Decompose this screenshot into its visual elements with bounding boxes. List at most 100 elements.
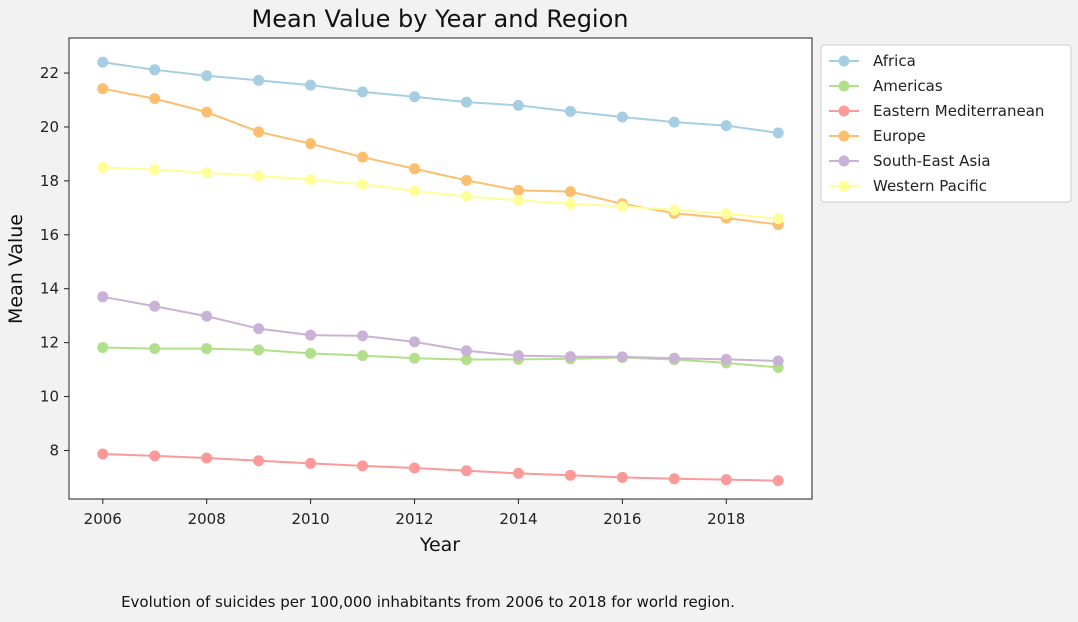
chart-caption: Evolution of suicides per 100,000 inhabi… bbox=[121, 593, 735, 611]
data-point-south-east-asia bbox=[97, 291, 109, 303]
data-point-eastern-mediterranean bbox=[564, 469, 576, 481]
data-point-western-pacific bbox=[512, 194, 524, 206]
data-point-africa bbox=[305, 79, 317, 91]
data-point-africa bbox=[149, 64, 161, 76]
data-point-western-pacific bbox=[149, 164, 161, 176]
axis-ticks: 2006 2008 2010 2012 2014 2016 2018 8 10 12 14 16 18 2… bbox=[40, 64, 745, 528]
series-line-south-east-asia bbox=[102, 295, 779, 362]
data-point-europe bbox=[512, 184, 524, 196]
legend-label: Western Pacific bbox=[873, 177, 987, 195]
data-point-south-east-asia bbox=[253, 323, 265, 335]
data-point-eastern-mediterranean bbox=[97, 448, 109, 460]
data-point-africa bbox=[720, 120, 732, 132]
legend-label: Americas bbox=[873, 77, 943, 95]
data-point-europe bbox=[253, 126, 265, 138]
data-point-africa bbox=[668, 116, 680, 128]
data-point-western-pacific bbox=[305, 174, 317, 186]
legend-label: Eastern Mediterranean bbox=[873, 102, 1044, 120]
plot-frame bbox=[68, 37, 813, 500]
legend-swatch-marker bbox=[838, 130, 850, 142]
data-point-americas bbox=[460, 354, 472, 366]
data-point-western-pacific bbox=[201, 167, 213, 179]
legend-item-south-east-asia: South-East Asia bbox=[829, 152, 991, 170]
x-tick-label: 2014 bbox=[499, 510, 537, 528]
x-tick-label: 2016 bbox=[603, 510, 641, 528]
data-point-europe bbox=[409, 163, 421, 175]
data-point-europe bbox=[460, 174, 472, 186]
x-axis-label: Year bbox=[419, 534, 460, 556]
series-line-western-pacific bbox=[102, 166, 779, 220]
data-point-eastern-mediterranean bbox=[668, 473, 680, 485]
legend-swatch-marker bbox=[838, 155, 850, 167]
series-western-pacific bbox=[97, 161, 784, 225]
data-point-western-pacific bbox=[564, 198, 576, 210]
data-point-africa bbox=[460, 96, 472, 108]
data-point-eastern-mediterranean bbox=[460, 465, 472, 477]
data-point-eastern-mediterranean bbox=[305, 457, 317, 469]
series-line-eastern-mediterranean bbox=[102, 452, 779, 482]
data-point-africa bbox=[409, 91, 421, 103]
data-point-south-east-asia bbox=[564, 351, 576, 363]
data-point-americas bbox=[149, 343, 161, 355]
legend-label: South-East Asia bbox=[873, 152, 991, 170]
data-point-americas bbox=[253, 344, 265, 356]
data-point-south-east-asia bbox=[512, 350, 524, 362]
data-point-americas bbox=[201, 343, 213, 355]
legend-item-western-pacific: Western Pacific bbox=[829, 177, 987, 195]
data-point-europe bbox=[564, 186, 576, 198]
legend-swatch-marker bbox=[838, 80, 850, 92]
legend-label: Africa bbox=[873, 52, 916, 70]
data-point-europe bbox=[201, 106, 213, 118]
x-tick-label: 2008 bbox=[188, 510, 226, 528]
data-point-eastern-mediterranean bbox=[772, 475, 784, 487]
legend-item-eastern-mediterranean: Eastern Mediterranean bbox=[829, 102, 1044, 120]
series-africa bbox=[97, 56, 784, 139]
data-point-western-pacific bbox=[720, 208, 732, 220]
data-point-africa bbox=[512, 99, 524, 111]
y-tick-label: 10 bbox=[40, 388, 59, 406]
y-tick-label: 14 bbox=[40, 280, 59, 298]
legend-swatch-marker bbox=[838, 55, 850, 67]
data-point-south-east-asia bbox=[772, 355, 784, 367]
series-lines bbox=[97, 56, 784, 487]
x-tick-label: 2010 bbox=[292, 510, 330, 528]
data-point-western-pacific bbox=[253, 170, 265, 182]
data-point-south-east-asia bbox=[149, 300, 161, 312]
data-point-africa bbox=[97, 56, 109, 68]
data-point-africa bbox=[253, 74, 265, 86]
y-tick-label: 22 bbox=[40, 64, 59, 82]
data-point-africa bbox=[357, 86, 369, 98]
data-point-americas bbox=[357, 350, 369, 362]
chart-title: Mean Value by Year and Region bbox=[251, 5, 628, 33]
legend-item-americas: Americas bbox=[829, 77, 943, 95]
data-point-africa bbox=[616, 111, 628, 123]
series-line-americas bbox=[102, 346, 779, 369]
data-point-south-east-asia bbox=[357, 330, 369, 342]
data-point-western-pacific bbox=[357, 178, 369, 190]
data-point-africa bbox=[564, 105, 576, 117]
data-point-eastern-mediterranean bbox=[409, 462, 421, 474]
legend: Africa Americas Eastern Mediterranean Europ… bbox=[820, 44, 1072, 203]
data-point-western-pacific bbox=[97, 161, 109, 173]
plot-background bbox=[69, 38, 812, 499]
data-point-americas bbox=[97, 341, 109, 353]
data-point-western-pacific bbox=[616, 200, 628, 212]
y-axis-label: Mean Value bbox=[5, 214, 27, 324]
data-point-eastern-mediterranean bbox=[616, 471, 628, 483]
series-line-africa bbox=[102, 61, 779, 134]
data-point-western-pacific bbox=[668, 204, 680, 216]
data-point-south-east-asia bbox=[720, 353, 732, 365]
data-point-africa bbox=[201, 70, 213, 82]
x-tick-label: 2006 bbox=[84, 510, 122, 528]
data-point-europe bbox=[357, 151, 369, 163]
y-tick-label: 20 bbox=[40, 118, 59, 136]
data-point-americas bbox=[409, 352, 421, 364]
data-point-south-east-asia bbox=[201, 310, 213, 322]
legend-label: Europe bbox=[873, 127, 926, 145]
data-point-europe bbox=[97, 83, 109, 95]
series-eastern-mediterranean bbox=[97, 448, 784, 487]
x-tick-label: 2018 bbox=[707, 510, 745, 528]
series-line-europe bbox=[102, 87, 779, 226]
data-point-eastern-mediterranean bbox=[149, 450, 161, 462]
